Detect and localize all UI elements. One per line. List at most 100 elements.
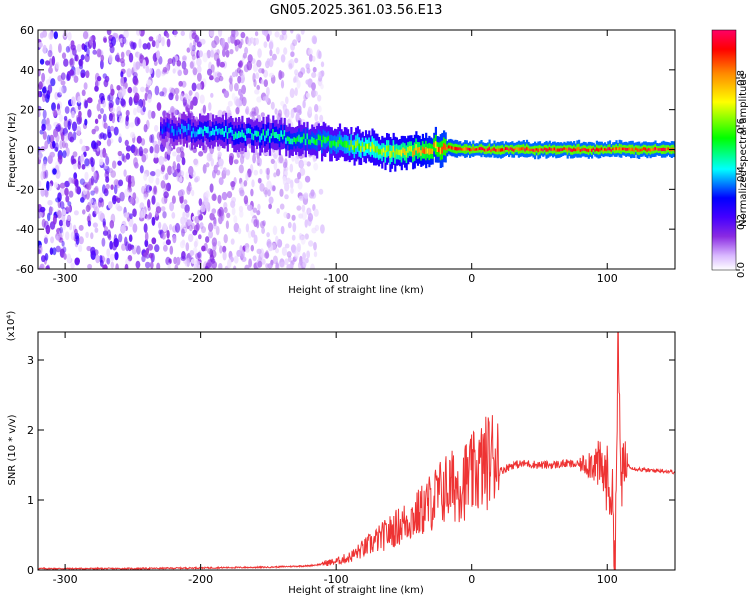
noise-speck [48, 66, 53, 74]
noise-speck [121, 243, 126, 251]
noise-speck [166, 229, 170, 239]
ridge-core [508, 148, 511, 152]
noise-speck [43, 156, 48, 165]
y-tick-label: 3 [27, 354, 34, 367]
noise-speck [104, 164, 108, 170]
noise-speck [98, 158, 104, 166]
noise-speck [167, 146, 172, 156]
colorbar-tick-label: 0.2 [736, 214, 747, 230]
ridge-core [163, 125, 166, 133]
noise-speck [147, 199, 151, 208]
noise-speck [237, 62, 242, 68]
noise-speck [245, 172, 249, 182]
noise-speck [143, 193, 148, 200]
noise-speck [261, 258, 266, 265]
noise-speck [104, 188, 108, 194]
noise-speck [190, 49, 196, 57]
ridge-core [496, 148, 499, 152]
ridge-core [639, 148, 642, 152]
noise-speck [174, 264, 179, 269]
noise-speck [183, 68, 189, 76]
noise-speck [281, 30, 287, 36]
spectrogram-image [38, 30, 675, 269]
ridge-core [579, 149, 582, 152]
noise-speck [191, 82, 197, 92]
noise-speck [156, 50, 161, 60]
noise-speck [41, 72, 46, 83]
noise-speck [165, 32, 170, 39]
ridge-core [216, 128, 220, 135]
ridge-core [314, 139, 317, 145]
ridge-core [298, 134, 301, 142]
snr-series-line [38, 332, 675, 570]
noise-speck [314, 90, 318, 97]
noise-speck [78, 110, 82, 118]
noise-speck [284, 108, 290, 118]
ridge-core [197, 129, 200, 135]
noise-speck [69, 69, 75, 76]
noise-speck [172, 161, 176, 171]
ridge-core [634, 147, 638, 150]
noise-speck [251, 179, 255, 188]
ridge-core [446, 147, 449, 151]
noise-speck [78, 244, 83, 252]
noise-speck [191, 32, 197, 40]
noise-speck [135, 61, 141, 70]
noise-speck [294, 87, 298, 96]
noise-speck [58, 228, 65, 238]
noise-speck [41, 218, 46, 228]
noise-speck [302, 258, 307, 268]
noise-speck [281, 246, 287, 256]
noise-speck [218, 158, 224, 167]
noise-speck [155, 168, 161, 178]
ridge-core [273, 132, 276, 139]
noise-speck [294, 69, 299, 76]
ridge-core [516, 147, 519, 150]
noise-speck [101, 237, 106, 247]
ridge-core [537, 148, 540, 153]
ridge-core [329, 140, 332, 148]
noise-speck [38, 68, 41, 77]
noise-speck [283, 47, 288, 55]
noise-speck [52, 109, 58, 116]
ridge-core [617, 148, 620, 151]
noise-speck [123, 30, 129, 39]
noise-speck [38, 110, 41, 118]
noise-speck [273, 172, 277, 178]
noise-speck [49, 247, 54, 255]
snr-panel: -300 -200 -100 0 100 0 1 2 3 Height of straight … [6, 311, 676, 596]
noise-speck [207, 248, 213, 255]
noise-speck [116, 205, 123, 212]
noise-speck [208, 112, 213, 121]
noise-speck [105, 176, 110, 183]
noise-speck [102, 113, 107, 123]
ridge-core [226, 132, 229, 139]
ridge-core [511, 147, 514, 151]
noise-speck [231, 207, 236, 216]
noise-speck [227, 259, 232, 269]
ridge-core [543, 147, 546, 151]
noise-speck [247, 168, 252, 178]
ridge-core [371, 142, 374, 149]
noise-speck [76, 186, 82, 195]
ridge-core [189, 124, 192, 131]
noise-speck [123, 76, 128, 83]
noise-speck [227, 100, 233, 107]
noise-speck [90, 160, 94, 168]
noise-speck [217, 109, 223, 119]
noise-speck [80, 72, 86, 79]
noise-speck [112, 160, 117, 169]
noise-speck [128, 175, 133, 185]
noise-speck [76, 125, 82, 136]
noise-speck [111, 241, 118, 251]
noise-speck [125, 152, 131, 160]
ridge-core [469, 148, 472, 152]
noise-speck [84, 171, 89, 181]
noise-speck [52, 247, 57, 256]
noise-speck [285, 96, 289, 105]
ridge-core [379, 149, 382, 155]
noise-speck [231, 71, 237, 78]
noise-speck [169, 201, 175, 212]
noise-speck [196, 65, 202, 74]
ridge-core [386, 145, 389, 153]
